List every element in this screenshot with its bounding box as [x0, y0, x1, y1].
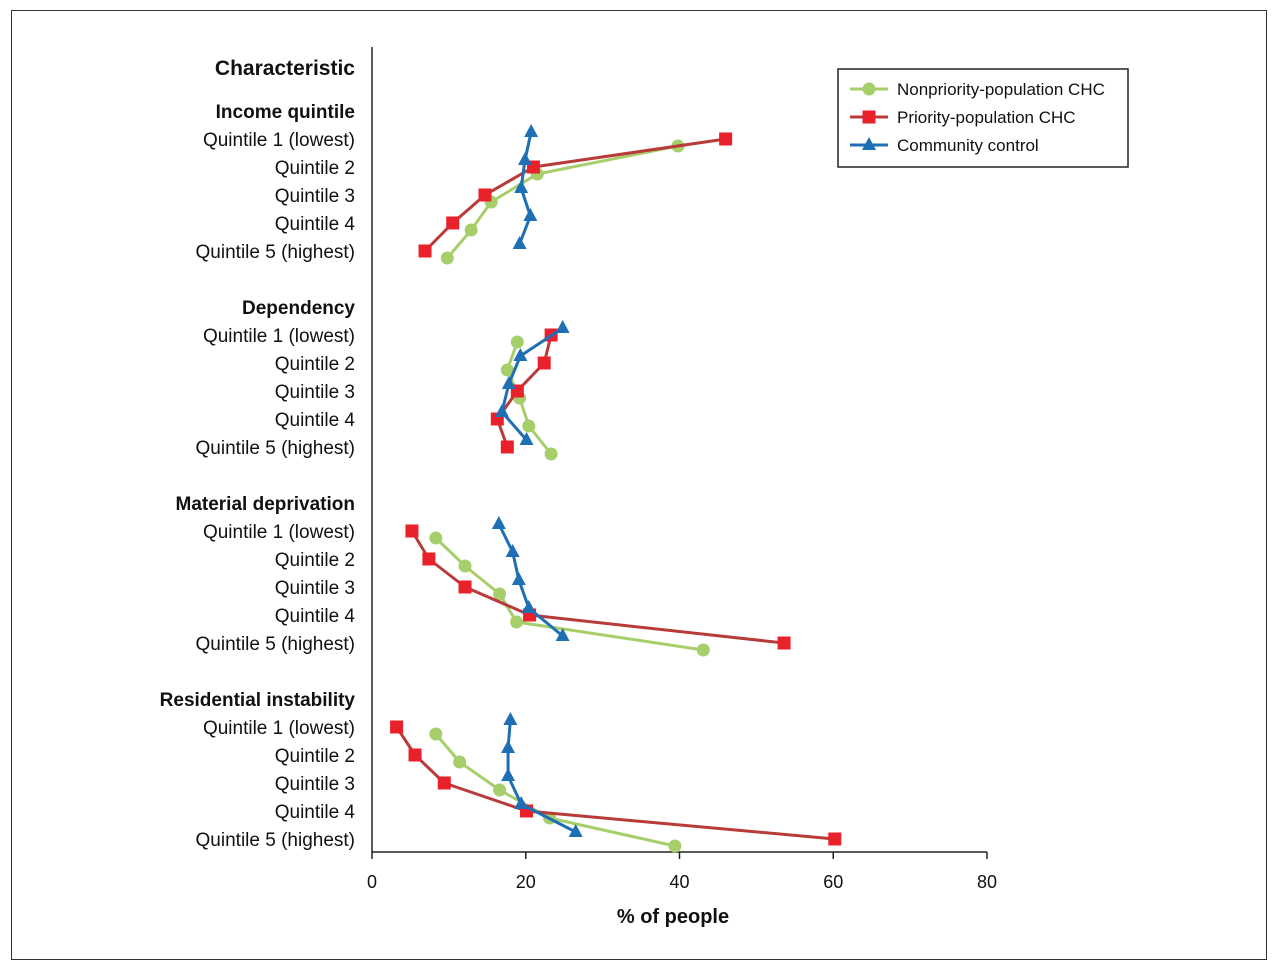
- category-label: Quintile 3: [275, 578, 355, 599]
- data-point-triangle: [519, 432, 534, 445]
- x-tick-label: 60: [823, 872, 843, 892]
- x-tick-label: 80: [977, 872, 997, 892]
- figure-frame: [11, 10, 1267, 960]
- data-point-square: [405, 524, 419, 538]
- data-point-circle: [429, 727, 443, 741]
- series-line: [434, 733, 676, 848]
- data-point-triangle: [568, 824, 583, 837]
- category-label: Quintile 4: [275, 802, 356, 823]
- data-point-circle: [440, 251, 454, 265]
- data-point-circle: [544, 447, 558, 461]
- plot-area: [390, 124, 842, 853]
- data-point-circle: [500, 363, 514, 377]
- x-axis-label: % of people: [617, 906, 729, 928]
- data-point-square: [422, 552, 436, 566]
- category-label: Quintile 1 (lowest): [203, 130, 355, 151]
- data-point-triangle: [494, 404, 509, 417]
- data-point-circle: [510, 615, 524, 629]
- category-label: Quintile 5 (highest): [196, 242, 355, 263]
- category-label: Quintile 1 (lowest): [203, 326, 355, 347]
- category-label: Quintile 4: [275, 606, 356, 627]
- data-point-square: [537, 356, 551, 370]
- data-point-triangle: [517, 152, 532, 165]
- category-label: Quintile 4: [275, 410, 356, 431]
- data-point-circle: [493, 587, 507, 601]
- data-point-triangle: [555, 628, 570, 641]
- data-point-circle: [429, 531, 443, 545]
- data-point-circle: [510, 335, 524, 349]
- legend-label: Nonpriority-population CHC: [897, 80, 1105, 99]
- row-labels: Characteristic Income quintile Quintile 1…: [160, 57, 356, 851]
- data-point-triangle: [501, 768, 516, 781]
- data-point-circle: [464, 223, 478, 237]
- data-point-circle: [668, 839, 682, 853]
- data-point-square: [418, 244, 432, 258]
- data-point-circle: [696, 643, 710, 657]
- data-point-circle: [522, 419, 536, 433]
- x-tick-label: 0: [367, 872, 377, 892]
- data-point-circle: [458, 559, 472, 573]
- category-label: Quintile 5 (highest): [196, 830, 355, 851]
- category-label: Quintile 2: [275, 746, 355, 767]
- category-label: Quintile 1 (lowest): [203, 718, 355, 739]
- category-label: Quintile 2: [275, 354, 355, 375]
- data-point-triangle: [512, 236, 527, 249]
- data-point-square: [478, 188, 492, 202]
- data-point-triangle: [514, 796, 529, 809]
- legend-marker-circle: [862, 82, 876, 96]
- data-point-square: [390, 720, 404, 734]
- data-point-square: [777, 636, 791, 650]
- data-point-square: [446, 216, 460, 230]
- series-line: [434, 536, 704, 652]
- category-label: Quintile 5 (highest): [196, 438, 355, 459]
- legend-label: Priority-population CHC: [897, 108, 1076, 127]
- legend: Nonpriority-population CHC Priority-popul…: [837, 68, 1129, 168]
- data-point-triangle: [511, 572, 526, 585]
- data-point-triangle: [503, 712, 518, 725]
- data-point-triangle: [555, 320, 570, 333]
- group-title: Residential instability: [160, 690, 356, 711]
- category-label: Quintile 2: [275, 550, 355, 571]
- data-point-circle: [493, 783, 507, 797]
- x-tick-label: 20: [516, 872, 536, 892]
- data-point-triangle: [523, 208, 538, 221]
- group-title: Income quintile: [216, 102, 355, 123]
- legend-marker-triangle: [862, 137, 876, 150]
- group-title: Material deprivation: [176, 494, 356, 515]
- data-point-triangle: [501, 376, 516, 389]
- data-point-circle: [453, 755, 467, 769]
- data-point-square: [828, 832, 842, 846]
- data-point-triangle: [501, 740, 516, 753]
- data-point-triangle: [514, 180, 529, 193]
- data-point-square: [408, 748, 422, 762]
- data-point-square: [719, 132, 733, 146]
- category-label: Quintile 3: [275, 382, 355, 403]
- category-label: Quintile 4: [275, 214, 356, 235]
- series-line: [395, 726, 835, 841]
- data-point-square: [500, 440, 514, 454]
- data-point-square: [437, 776, 451, 790]
- data-point-triangle: [521, 600, 536, 613]
- data-point-triangle: [513, 348, 528, 361]
- category-label: Quintile 3: [275, 774, 355, 795]
- legend-label: Community control: [897, 136, 1039, 155]
- legend-marker-square: [862, 110, 876, 124]
- x-tick-label: 40: [669, 872, 689, 892]
- row-header: Characteristic: [215, 57, 355, 80]
- axes: 0 20 40 60 80: [367, 47, 997, 892]
- data-point-triangle: [505, 544, 520, 557]
- category-label: Quintile 3: [275, 186, 355, 207]
- data-point-triangle: [524, 124, 539, 137]
- group-title: Dependency: [242, 298, 355, 319]
- category-label: Quintile 5 (highest): [196, 634, 355, 655]
- data-point-square: [458, 580, 472, 594]
- category-label: Quintile 2: [275, 158, 355, 179]
- category-label: Quintile 1 (lowest): [203, 522, 355, 543]
- data-point-triangle: [491, 516, 506, 529]
